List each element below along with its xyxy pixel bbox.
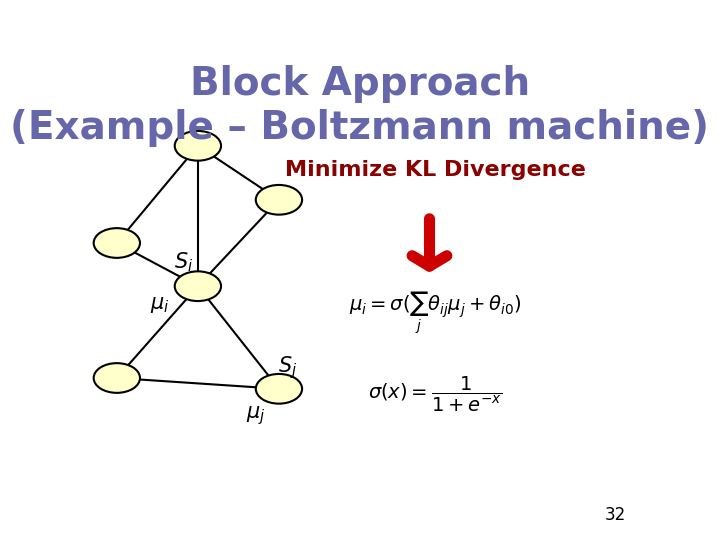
Text: $S_j$: $S_j$	[278, 354, 297, 381]
Ellipse shape	[175, 271, 221, 301]
Text: Minimize KL Divergence: Minimize KL Divergence	[285, 160, 585, 180]
Ellipse shape	[175, 131, 221, 161]
Text: $\mu_j$: $\mu_j$	[246, 404, 266, 427]
Ellipse shape	[94, 228, 140, 258]
Text: $\sigma(x) = \dfrac{1}{1+e^{-x}}$: $\sigma(x) = \dfrac{1}{1+e^{-x}}$	[368, 374, 503, 414]
Text: $\mu_i$: $\mu_i$	[150, 295, 170, 315]
Ellipse shape	[256, 185, 302, 215]
Text: $\mu_i = \sigma(\sum_{j} \theta_{ij}\mu_j + \theta_{i0})$: $\mu_i = \sigma(\sum_{j} \theta_{ij}\mu_…	[349, 290, 521, 336]
Text: $S_i$: $S_i$	[174, 250, 193, 274]
Text: 32: 32	[605, 506, 626, 524]
Ellipse shape	[256, 374, 302, 403]
Ellipse shape	[94, 363, 140, 393]
Text: Block Approach
(Example – Boltzmann machine): Block Approach (Example – Boltzmann mach…	[11, 65, 709, 147]
